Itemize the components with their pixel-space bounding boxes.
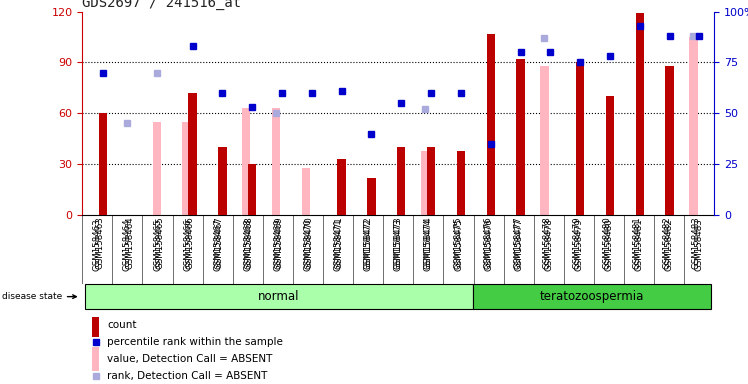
- Bar: [576, 62, 584, 215]
- Bar: [666, 66, 674, 215]
- Text: GSM158481: GSM158481: [634, 218, 643, 271]
- Text: GSM158464: GSM158464: [123, 218, 132, 271]
- Text: GSM158465: GSM158465: [153, 218, 162, 271]
- Text: GSM158470: GSM158470: [304, 218, 313, 271]
- Bar: [540, 66, 548, 215]
- Text: GDS2697 / 241516_at: GDS2697 / 241516_at: [82, 0, 242, 10]
- Bar: [337, 159, 346, 215]
- Text: GSM158469: GSM158469: [274, 218, 283, 271]
- Text: GSM158471: GSM158471: [334, 218, 343, 271]
- Bar: [248, 164, 257, 215]
- Text: value, Detection Call = ABSENT: value, Detection Call = ABSENT: [107, 354, 272, 364]
- Text: disease state: disease state: [1, 292, 76, 301]
- Bar: [457, 151, 465, 215]
- Bar: [153, 122, 161, 215]
- Bar: [690, 37, 698, 215]
- Bar: [183, 122, 191, 215]
- Text: GSM158466: GSM158466: [183, 218, 192, 271]
- Text: rank, Detection Call = ABSENT: rank, Detection Call = ABSENT: [107, 371, 267, 381]
- Text: GSM158483: GSM158483: [695, 218, 704, 271]
- Text: GSM158467: GSM158467: [213, 218, 222, 271]
- Text: percentile rank within the sample: percentile rank within the sample: [107, 337, 283, 347]
- Bar: [473, 284, 711, 309]
- Bar: [636, 13, 644, 215]
- Text: GSM158478: GSM158478: [545, 218, 554, 271]
- Bar: [218, 147, 227, 215]
- Text: GSM158473: GSM158473: [393, 218, 403, 271]
- Text: GSM158468: GSM158468: [243, 218, 252, 271]
- Bar: [242, 108, 251, 215]
- Bar: [486, 33, 495, 215]
- Text: GSM158476: GSM158476: [484, 218, 493, 271]
- Text: GSM158474: GSM158474: [424, 218, 433, 271]
- Text: GSM158482: GSM158482: [665, 218, 674, 271]
- Text: GSM158463: GSM158463: [93, 218, 102, 271]
- Bar: [92, 347, 99, 371]
- Text: count: count: [107, 320, 136, 330]
- Text: GSM158475: GSM158475: [454, 218, 463, 271]
- Text: teratozoospermia: teratozoospermia: [540, 290, 644, 303]
- Bar: [516, 59, 524, 215]
- Text: normal: normal: [258, 290, 300, 303]
- Bar: [606, 96, 614, 215]
- Bar: [427, 147, 435, 215]
- Bar: [421, 151, 429, 215]
- Text: GSM158472: GSM158472: [364, 218, 373, 271]
- Text: GSM158480: GSM158480: [604, 218, 613, 271]
- Bar: [397, 147, 405, 215]
- Bar: [272, 108, 280, 215]
- Bar: [367, 178, 375, 215]
- Bar: [188, 93, 197, 215]
- Bar: [99, 113, 107, 215]
- Bar: [85, 284, 473, 309]
- Text: GSM158479: GSM158479: [574, 218, 583, 271]
- Bar: [92, 313, 99, 337]
- Bar: [301, 167, 310, 215]
- Text: GSM158477: GSM158477: [514, 218, 523, 271]
